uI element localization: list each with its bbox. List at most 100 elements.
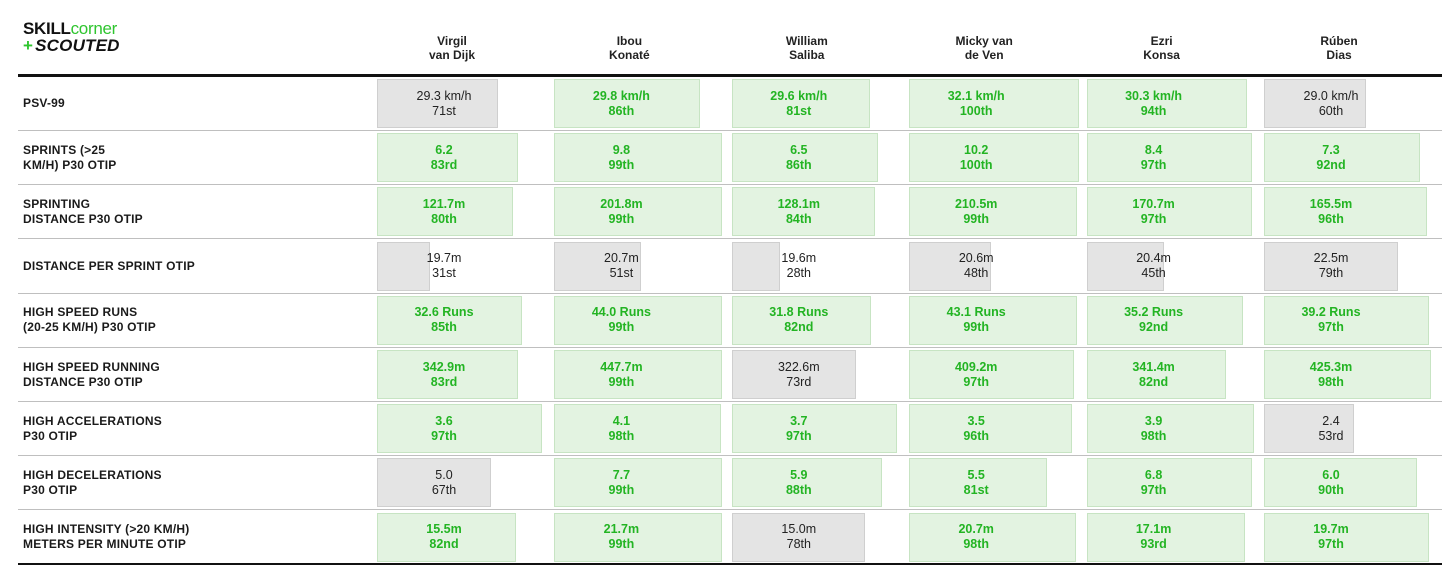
metric-value: 9.8 [612, 142, 631, 157]
metric-label: DISTANCE PER SPRINT OTIP [23, 240, 363, 293]
percentile-rank: 99th [608, 374, 635, 389]
metric-label: SPRINTING DISTANCE P30 OTIP [23, 185, 363, 238]
value-label: 35.2 Runs 92nd [1087, 296, 1221, 345]
metric-label: HIGH DECELERATIONS P30 OTIP [23, 456, 363, 509]
metric-value: 210.5m [954, 196, 998, 211]
value-label: 39.2 Runs 97th [1264, 296, 1398, 345]
metric-value: 5.5 [967, 467, 985, 482]
value-cell: 447.7m 99th [554, 350, 724, 399]
metric-label-line: (20-25 KM/H) P30 OTIP [23, 320, 156, 335]
metric-value: 15.0m [781, 522, 817, 537]
percentile-bar [1086, 350, 1226, 399]
percentile-rank: 96th [1318, 211, 1344, 226]
player-name-line2: de Ven [964, 48, 1004, 62]
percentile-bar [909, 512, 1077, 562]
metric-row: SPRINTING DISTANCE P30 OTIP 121.7m 80th 201.… [18, 185, 1442, 240]
value-cell: 21.7m 99th [554, 512, 724, 562]
percentile-rank: 71st [432, 103, 456, 118]
value-cell: 4.1 98th [554, 404, 724, 454]
percentile-rank: 88th [785, 482, 812, 497]
metric-value: 3.9 [1144, 413, 1163, 428]
metric-value: 4.1 [612, 413, 631, 428]
metric-value: 19.6m [781, 251, 817, 266]
value-cell: 43.1 Runs 99th [909, 295, 1079, 345]
value-cell: 322.6m 73rd [731, 350, 902, 399]
player-name-line1: Micky van [955, 34, 1013, 48]
metric-row: HIGH DECELERATIONS P30 OTIP 5.0 67th 7.7 99th… [18, 456, 1442, 511]
metric-label-line: DISTANCE P30 OTIP [23, 374, 143, 389]
percentile-bar [554, 295, 723, 345]
metric-value: 7.7 [612, 467, 631, 482]
percentile-bar [377, 458, 491, 508]
metric-value: 5.0 [435, 467, 453, 482]
metric-value: 6.5 [790, 142, 808, 157]
metric-value: 43.1 Runs [946, 305, 1006, 320]
metric-value: 447.7m [600, 359, 643, 374]
value-label: 20.7m 51st [554, 242, 688, 291]
percentile-bar [1086, 187, 1252, 237]
percentile-bar [909, 79, 1080, 128]
value-label: 5.9 88th [732, 458, 866, 507]
percentile-bar [377, 133, 518, 183]
percentile-rank: 98th [1318, 374, 1344, 389]
value-cell: 6.2 83rd [377, 133, 547, 183]
percentile-bar [1086, 512, 1245, 562]
percentile-bar [1264, 187, 1427, 237]
percentile-bar [909, 350, 1075, 399]
value-label: 43.1 Runs 99th [909, 296, 1043, 345]
percentile-bar [377, 512, 516, 562]
percentile-bar [731, 404, 897, 454]
percentile-rank: 98th [1140, 428, 1167, 443]
percentile-rank: 82nd [784, 320, 814, 335]
value-label: 5.5 81st [909, 458, 1043, 507]
value-cell: 5.5 81st [909, 458, 1079, 508]
metric-value: 121.7m [422, 196, 466, 211]
percentile-rank: 100th [959, 103, 993, 118]
percentile-bar [1086, 133, 1252, 183]
player-name-line1: Virgil [437, 34, 467, 48]
percentile-rank: 97th [1140, 482, 1167, 497]
percentile-rank: 85th [431, 320, 457, 335]
percentile-rank: 99th [608, 157, 635, 172]
percentile-rank: 79th [1318, 266, 1344, 281]
value-cell: 29.6 km/h 81st [731, 79, 902, 128]
percentile-rank: 73rd [786, 374, 812, 389]
value-cell: 7.7 99th [554, 458, 724, 508]
metric-label-line: SPRINTS (>25 [23, 142, 106, 157]
percentile-bar [1264, 404, 1354, 454]
player-name-line2: Dias [1326, 48, 1352, 62]
percentile-bar [1264, 241, 1398, 291]
metric-value: 6.2 [435, 142, 453, 157]
percentile-rank: 48th [964, 266, 989, 281]
value-label: 7.3 92nd [1264, 133, 1398, 182]
metric-label: HIGH SPEED RUNS (20-25 KM/H) P30 OTIP [23, 294, 363, 347]
value-cell: 6.8 97th [1086, 458, 1257, 508]
percentile-bar [554, 187, 723, 237]
percentile-bar [1264, 458, 1417, 508]
value-label: 32.1 km/h 100th [909, 79, 1043, 128]
percentile-rank: 99th [608, 482, 635, 497]
metric-row: DISTANCE PER SPRINT OTIP 19.7m 31st 20.7m 51… [18, 240, 1442, 294]
percentile-rank: 92nd [1139, 320, 1169, 335]
value-cell: 342.9m 83rd [377, 350, 547, 399]
percentile-bar [1264, 295, 1429, 345]
metric-label-line: DISTANCE PER SPRINT OTIP [23, 258, 195, 273]
percentile-rank: 83rd [430, 157, 458, 172]
value-cell: 15.0m 78th [731, 512, 902, 562]
metric-label: HIGH ACCELERATIONS P30 OTIP [23, 402, 363, 455]
metric-value: 21.7m [603, 522, 640, 537]
percentile-rank: 97th [785, 428, 812, 443]
percentile-bar [909, 133, 1080, 183]
value-cell: 44.0 Runs 99th [554, 295, 724, 345]
percentile-bar [377, 187, 513, 237]
percentile-rank: 53rd [1318, 428, 1344, 443]
value-label: 29.3 km/h 71st [377, 79, 511, 128]
percentile-bar [1086, 295, 1243, 345]
percentile-rank: 97th [1318, 320, 1344, 335]
value-cell: 5.9 88th [731, 458, 902, 508]
value-label: 32.6 Runs 85th [377, 296, 511, 345]
percentile-bar [731, 187, 875, 237]
value-cell: 31.8 Runs 82nd [731, 295, 902, 345]
value-label: 21.7m 99th [554, 513, 688, 562]
value-cell: 165.5m 96th [1264, 187, 1434, 237]
